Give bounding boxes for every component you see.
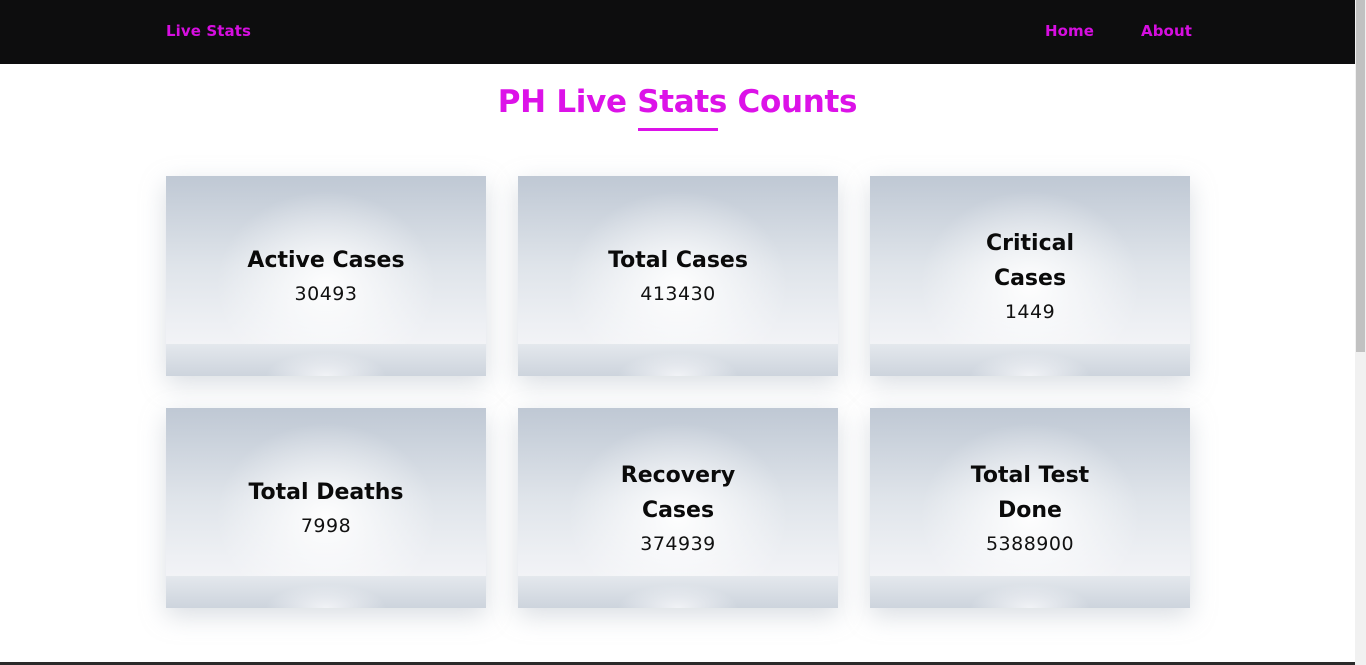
nav-link-about[interactable]: About — [1141, 22, 1193, 40]
nav-link-home[interactable]: Home — [1045, 22, 1095, 40]
card-title: Total Test Done — [970, 462, 1090, 523]
card-title: Active Cases — [247, 248, 405, 273]
card-value: 413430 — [640, 283, 716, 305]
bottom-border — [0, 662, 1355, 665]
page-title: PH Live Stats Counts — [497, 84, 858, 120]
navbar: Live Stats Home About — [0, 0, 1355, 64]
card-value: 374939 — [640, 532, 716, 555]
stat-card-active-cases: Active Cases 30493 — [166, 176, 486, 376]
card-content: Total Test Done 5388900 — [870, 408, 1190, 608]
stat-card-total-test-done: Total Test Done 5388900 — [870, 408, 1190, 608]
brand-link[interactable]: Live Stats — [166, 22, 252, 40]
title-underline — [638, 128, 718, 131]
stat-card-total-deaths: Total Deaths 7998 — [166, 408, 486, 608]
card-content: Total Cases 413430 — [518, 176, 838, 376]
card-content: Recovery Cases 374939 — [518, 408, 838, 608]
card-title: Critical Cases — [985, 230, 1075, 291]
card-value: 30493 — [294, 283, 358, 305]
card-value: 5388900 — [985, 532, 1075, 555]
stat-card-critical-cases: Critical Cases 1449 — [870, 176, 1190, 376]
vertical-scrollbar[interactable] — [1355, 0, 1366, 665]
card-content: Total Deaths 7998 — [166, 408, 486, 608]
card-content: Critical Cases 1449 — [870, 176, 1190, 376]
stat-card-recovery-cases: Recovery Cases 374939 — [518, 408, 838, 608]
card-value: 7998 — [300, 515, 352, 537]
card-content: Active Cases 30493 — [166, 176, 486, 376]
card-value: 1449 — [1004, 300, 1056, 323]
card-title: Total Deaths — [248, 480, 404, 505]
stat-card-total-cases: Total Cases 413430 — [518, 176, 838, 376]
card-title: Total Cases — [608, 248, 748, 273]
card-title: Recovery Cases — [620, 462, 736, 523]
scrollbar-thumb[interactable] — [1356, 0, 1365, 352]
